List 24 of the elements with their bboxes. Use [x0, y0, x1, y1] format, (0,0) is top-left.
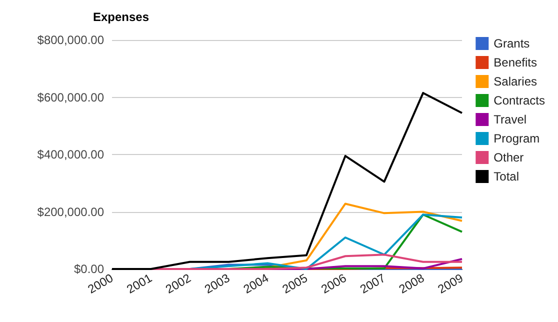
- x-tick-label: 2006: [318, 270, 350, 296]
- legend-label: Program: [494, 132, 540, 146]
- legend-label: Salaries: [494, 74, 538, 88]
- x-tick-label: 2007: [358, 270, 388, 296]
- chart-title: Expenses: [93, 10, 150, 24]
- x-tick-label: 2009: [435, 270, 466, 296]
- x-tick-label: 2008: [396, 270, 427, 296]
- x-tick-label: 2003: [202, 270, 232, 296]
- y-tick-label: $200,000.00: [37, 204, 104, 219]
- x-tick-label: 2004: [240, 270, 272, 296]
- legend-label: Grants: [494, 36, 530, 50]
- y-tick-label: $800,000.00: [37, 33, 104, 47]
- line-series: [111, 92, 463, 270]
- legend-label: Contracts: [494, 94, 546, 108]
- legend-label: Travel: [494, 112, 527, 126]
- y-tick-label: $400,000.00: [37, 148, 104, 162]
- x-tick-label: 2005: [280, 270, 310, 296]
- legend-label: Total: [494, 170, 520, 184]
- legend-label: Benefits: [494, 56, 538, 70]
- y-tick-label: $0.00: [74, 262, 104, 276]
- x-tick-label: 2002: [163, 270, 194, 296]
- x-tick-label: 2001: [124, 270, 155, 296]
- legend-label: Other: [494, 150, 524, 164]
- y-tick-label: $600,000.00: [37, 90, 104, 104]
